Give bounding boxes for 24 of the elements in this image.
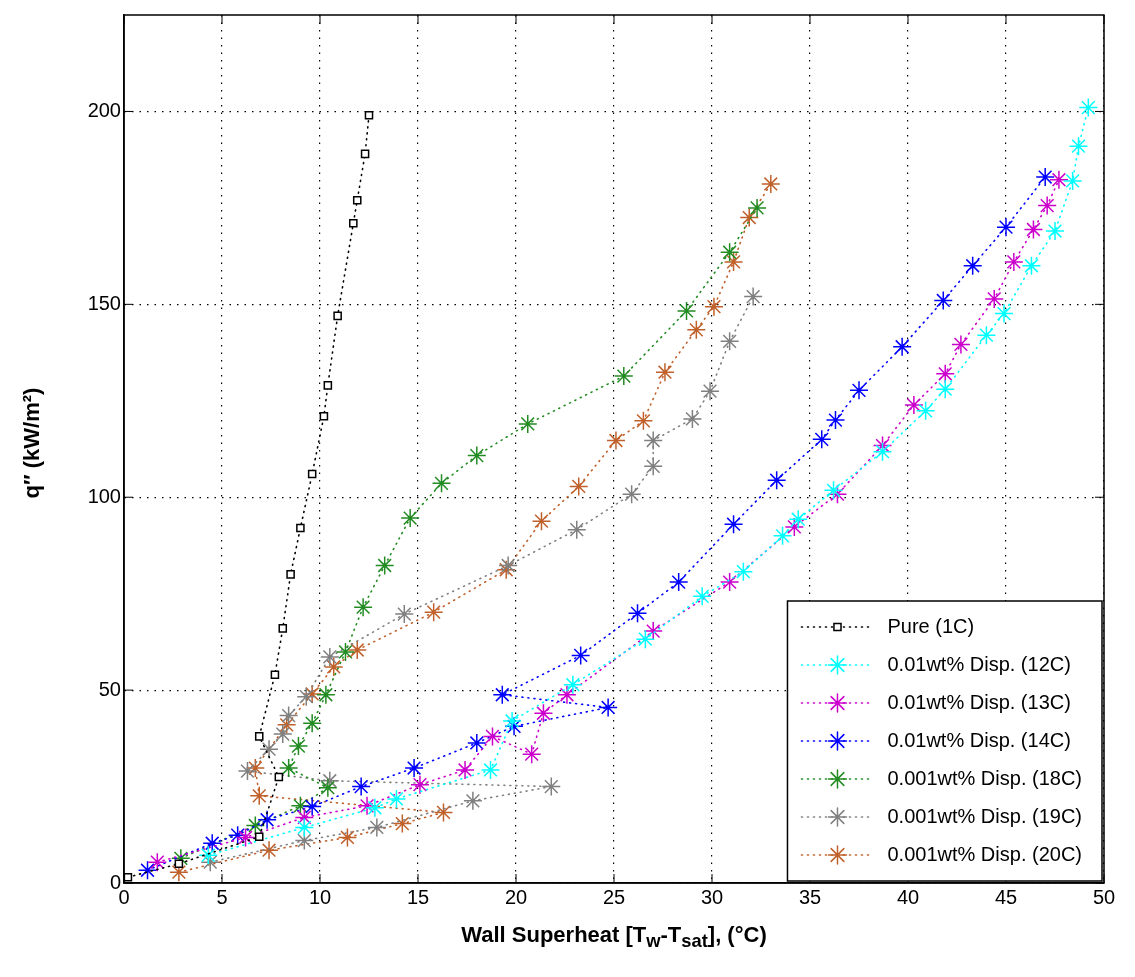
x-tick-label: 25 <box>602 885 626 908</box>
legend-label: 0.001wt% Disp. (18C) <box>887 766 1083 789</box>
x-tick-label: 20 <box>504 885 528 908</box>
x-tick-label: 10 <box>308 885 332 908</box>
y-axis-title: q″ (kW/m²) <box>19 386 45 501</box>
y-tick-label: 150 <box>87 291 121 314</box>
legend-label: 0.001wt% Disp. (19C) <box>887 804 1083 827</box>
legend-label: 0.01wt% Disp. (14C) <box>887 728 1071 751</box>
y-tick-label: 100 <box>87 484 121 507</box>
legend-label: 0.001wt% Disp. (20C) <box>887 842 1083 865</box>
x-tick-label: 5 <box>216 885 228 908</box>
legend-label: 0.01wt% Disp. (12C) <box>887 652 1071 675</box>
x-tick-label: 45 <box>994 885 1018 908</box>
y-tick-label: 0 <box>109 870 121 893</box>
y-tick-label: 50 <box>98 677 121 700</box>
x-tick-label: 30 <box>700 885 724 908</box>
x-tick-label: 15 <box>406 885 430 908</box>
x-tick-label: 40 <box>896 885 920 908</box>
legend-label: 0.01wt% Disp. (13C) <box>887 690 1071 713</box>
x-tick-label: 50 <box>1092 885 1116 908</box>
x-tick-label: 35 <box>798 885 822 908</box>
y-tick-label: 200 <box>87 98 121 121</box>
x-axis-title: Wall Superheat [T$_{w}$-T$_{sat}$], (°C) <box>460 922 768 953</box>
legend-label: Pure (1C) <box>887 614 975 637</box>
